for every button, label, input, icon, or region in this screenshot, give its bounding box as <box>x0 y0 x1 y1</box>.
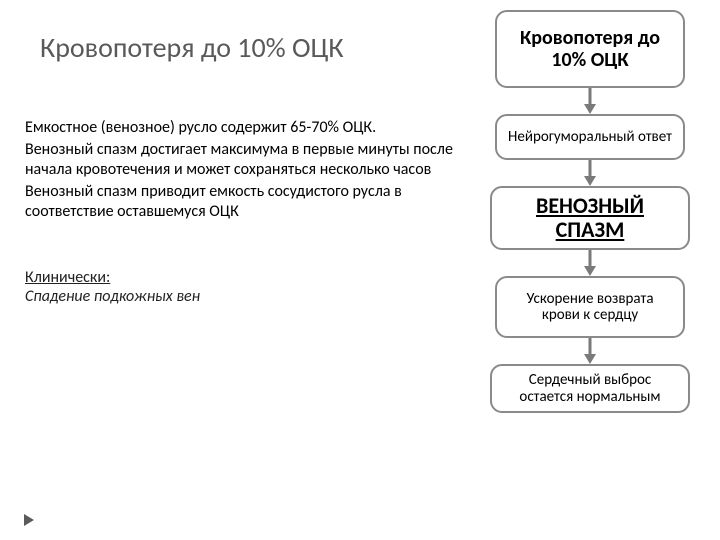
flow-node-2: Нейрогуморальный ответ <box>495 114 685 160</box>
flow-arrow-4 <box>575 338 605 364</box>
flow-node-5: Сердечный выброс остается нормальным <box>490 364 690 413</box>
flow-node-4: Ускорение возврата крови к сердцу <box>495 276 685 338</box>
paragraph-2: Венозный спазм достигает максимума в пер… <box>25 140 455 180</box>
clinical-label: Клинически: <box>25 268 455 287</box>
flow-arrow-1 <box>575 88 605 114</box>
flow-node-1: Кровопотеря до 10% ОЦК <box>495 10 685 88</box>
slide-title: Кровопотеря до 10% ОЦК <box>40 30 450 65</box>
paragraph-1: Емкостное (венозное) русло содержит 65-7… <box>25 118 455 138</box>
clinical-block: Клинически: Спадение подкожных вен <box>25 268 455 306</box>
body-text-block: Емкостное (венозное) русло содержит 65-7… <box>25 118 455 224</box>
flowchart: Кровопотеря до 10% ОЦК Нейрогуморальный … <box>480 10 700 413</box>
flow-arrow-3 <box>575 250 605 276</box>
paragraph-3: Венозный спазм приводит емкость сосудист… <box>25 182 455 222</box>
clinical-value: Спадение подкожных вен <box>25 287 455 306</box>
flow-node-3: ВЕНОЗНЫЙ СПАЗМ <box>490 186 690 250</box>
flow-arrow-2 <box>575 160 605 186</box>
slide-bullet-icon <box>24 514 34 526</box>
